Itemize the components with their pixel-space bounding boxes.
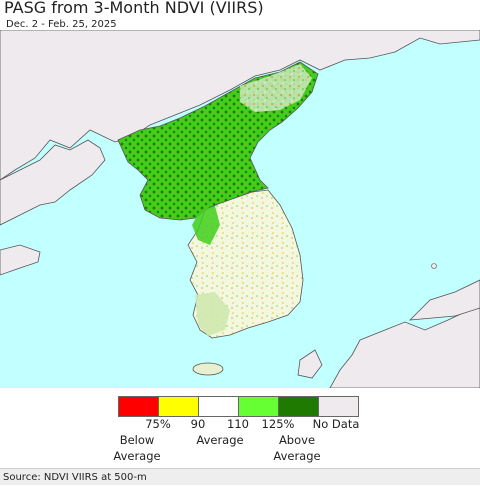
ndvi-map — [0, 30, 480, 388]
south-korea-southwest — [195, 292, 230, 336]
jeju-island — [192, 362, 224, 376]
legend-above-average: Above Average — [273, 432, 320, 464]
north-korea-highland — [240, 64, 312, 112]
china-russia-land — [0, 30, 480, 181]
shandong-land — [0, 244, 41, 276]
legend-swatch-average — [199, 397, 239, 416]
liaodong-land — [0, 139, 106, 226]
legend-average: Average — [196, 433, 244, 447]
legend-swatch-above-average-125 — [279, 397, 319, 416]
source-footer: Source: NDVI VIIRS at 500-m — [0, 468, 480, 485]
legend-below-average-label: Average — [113, 449, 161, 463]
legend-above-label: Above — [278, 433, 316, 447]
map-title: PASG from 3-Month NDVI (VIIRS) — [4, 0, 264, 17]
legend-swatch-no-data — [319, 397, 358, 416]
legend-tick-no-data: No Data — [312, 417, 360, 431]
ulleung-island — [431, 263, 437, 269]
legend-swatch-below-average-90 — [159, 397, 199, 416]
legend-below-average: Below Average — [113, 432, 160, 464]
legend-tick-125: 125% — [261, 417, 295, 431]
kyushu-tsushima — [297, 349, 323, 379]
legend-tick-75: 75% — [145, 417, 171, 431]
date-range: Dec. 2 - Feb. 25, 2025 — [6, 19, 117, 30]
south-korea-west-green — [192, 206, 220, 245]
legend-below-label: Below — [119, 433, 155, 447]
legend-swatch-below-average-75 — [119, 397, 159, 416]
legend-swatch-above-average-110 — [239, 397, 279, 416]
legend-above-average-label: Average — [273, 449, 321, 463]
japan-honshu-north — [408, 279, 480, 321]
legend-bar — [118, 396, 359, 417]
legend-tick-90: 90 — [190, 417, 206, 431]
legend-tick-110: 110 — [227, 417, 249, 431]
